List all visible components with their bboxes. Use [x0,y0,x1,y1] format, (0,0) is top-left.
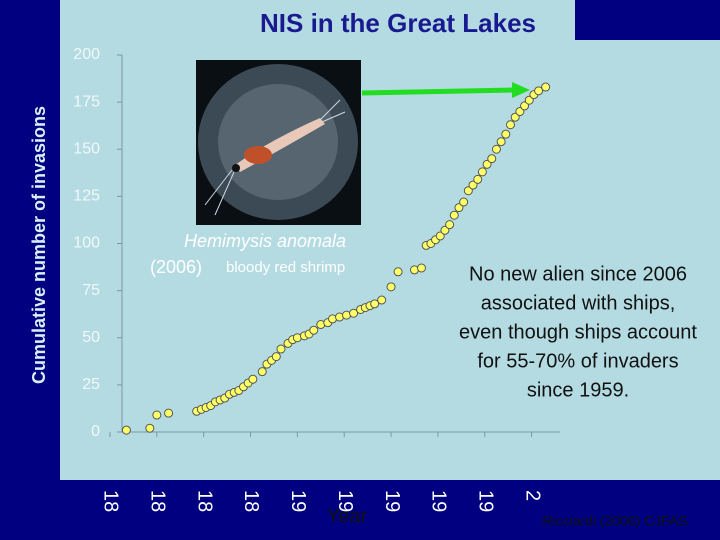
data-point [121,425,131,435]
caption-year: (2006) [150,257,202,277]
data-point [520,101,530,111]
data-point [463,186,473,196]
data-point [524,95,534,105]
data-point [271,352,281,362]
y-tick-label: 100 [73,235,100,252]
arrow [361,82,530,98]
data-point [257,367,267,377]
data-point [487,154,497,164]
chart-title: NIS in the Great Lakes [260,8,536,38]
caption-species: Hemimysis anomala [184,231,346,251]
data-point [386,282,396,292]
annotation-line: associated with ships, [481,292,676,314]
data-point [449,210,459,220]
data-point [468,180,478,190]
data-point [370,299,380,309]
data-point [477,167,487,177]
data-point [377,295,387,305]
data-point [393,267,403,277]
data-point [440,225,450,235]
data-point [541,82,551,92]
y-tick-label: 0 [91,423,100,440]
data-point [248,374,258,384]
data-point [496,137,506,147]
shrimp-red [244,146,272,164]
data-point [164,408,174,418]
data-point [276,344,286,354]
photo [196,60,361,225]
arrow-shaft [361,87,516,96]
data-point [501,129,511,139]
y-tick-label: 200 [73,46,100,63]
shrimp-eye [232,164,240,172]
y-tick-label: 25 [82,376,100,393]
data-point [534,86,544,96]
annotation-line: since 1959. [527,379,629,401]
x-axis-label: Year [327,505,368,527]
x-tick-label: 18 [193,490,215,512]
data-point [152,410,162,420]
y-axis-label: Cumulative number of invasions [29,106,49,384]
data-point [349,308,359,318]
y-tick-label: 50 [82,329,100,346]
x-tick-label: 18 [240,490,262,512]
y-tick-label: 75 [82,282,100,299]
data-point [417,263,426,273]
x-tick-label: 19 [381,490,403,512]
annotation-line: No new alien since 2006 [469,263,687,285]
data-point [510,112,520,122]
arrow-head [512,82,530,98]
data-point [309,325,319,335]
annotation-line: for 55-70% of invaders [477,350,678,372]
corner [575,0,720,40]
source: Ricciardi (2006) CJFAS [542,513,688,529]
annotation-line: even though ships account [459,321,697,343]
plot-background [60,0,720,480]
data-point [473,174,483,184]
data-point [435,231,445,241]
shrimp-antennae [204,99,346,216]
x-tick-label: 2 [521,490,543,501]
x-tick-label: 18 [147,490,169,512]
x-tick-label: 19 [287,490,309,512]
data-point [445,220,455,230]
x-tick-label: 18 [100,490,122,512]
y-tick-label: 125 [73,188,100,205]
data-point [459,197,469,207]
x-tick-label: 19 [428,490,450,512]
x-tick-label: 19 [334,490,356,512]
caption-common-name: bloody red shrimp [226,259,345,276]
data-point [506,120,515,130]
x-tick-label: 19 [474,490,496,512]
y-tick-label: 175 [73,93,100,110]
data-point [454,203,464,213]
data-point [491,144,501,154]
data-point [515,107,525,117]
data-point [482,159,492,169]
data-point [145,423,155,433]
y-tick-label: 150 [73,140,100,157]
